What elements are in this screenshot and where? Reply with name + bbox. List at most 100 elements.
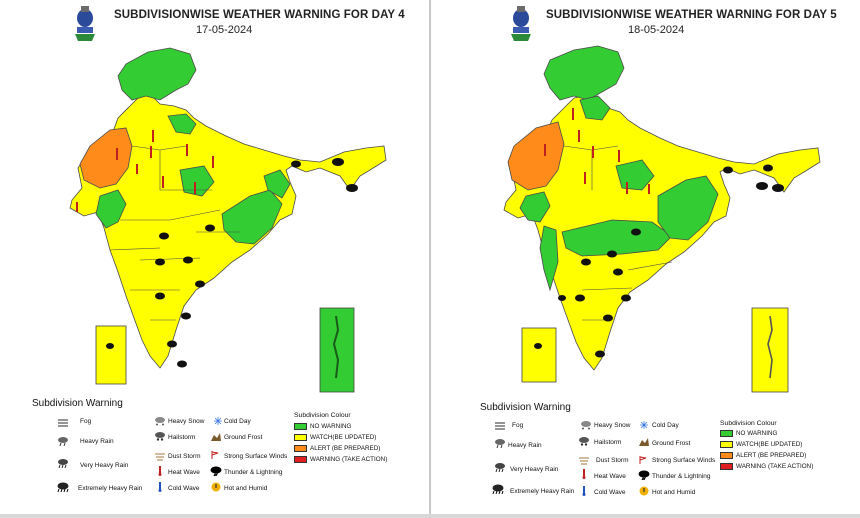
subdivision-colour-title: Subdivision Colour [720,420,777,427]
subdivision-up-east [615,159,655,191]
subdivision-central [561,219,673,257]
very-heavy-rain-icon [495,463,505,472]
very-heavy-rain-icon [58,459,68,468]
panel-divider [429,0,431,518]
subdivision-saurashtra [519,191,551,223]
swatch-no-warning [294,423,307,430]
swatch-alert [720,452,733,459]
subdivision-jk [117,47,197,101]
day4-panel: SUBDIVISIONWISE WEATHER WARNING FOR DAY … [0,0,428,514]
hot-humid-icon [211,482,221,492]
map-date: 17-05-2024 [196,24,253,36]
legend-hot-humid: Hot and Humid [224,485,268,492]
legend-title: Subdivision Warning [480,402,571,413]
legend-strong-surface-winds: Strong Surface Winds [224,453,288,460]
legend-title: Subdivision Warning [32,398,123,409]
legend-hailstorm: Hailstorm [594,439,622,446]
label-warning: WARNING (TAKE ACTION) [310,456,388,463]
legend-fog: Fog [80,418,92,425]
legend-heavy-snow: Heavy Snow [168,418,205,425]
day5-panel: SUBDIVISIONWISE WEATHER WARNING FOR DAY … [432,0,860,514]
subdivision-colour-title: Subdivision Colour [294,412,351,419]
dust-storm-icon [579,457,589,465]
subdivision-east-mp [179,165,215,197]
label-no-warning: NO WARNING [310,423,352,430]
thunder-lightning-icon [210,466,222,476]
legend-thunder-lightning: Thunder & Lightning [652,473,711,480]
hot-humid-icon [639,486,649,496]
legend-heavy-snow: Heavy Snow [594,422,631,429]
imd-emblem-icon [75,6,95,41]
ground-frost-icon [639,438,649,446]
label-watch: WATCH(BE UPDATED) [310,434,377,441]
india-warning-map [69,47,387,393]
legend-hailstorm: Hailstorm [168,434,196,441]
subdivision-odisha [221,189,283,245]
map-title: SUBDIVISIONWISE WEATHER WARNING FOR DAY … [114,9,405,21]
legend-ground-frost: Ground Frost [652,440,691,447]
strong-surface-winds-icon [639,456,647,464]
cold-day-icon [214,417,222,425]
fog-icon [495,422,505,430]
hailstorm-icon [155,432,165,441]
legend-thunder-lightning: Thunder & Lightning [224,469,283,476]
legend-heat-wave: Heat Wave [168,469,200,476]
legend-dust-storm: Dust Storm [168,453,201,460]
lakshadweep-inset [95,325,127,385]
legend-cold-wave: Cold Wave [168,485,200,492]
legend-heat-wave: Heat Wave [594,473,626,480]
subdivision-west-rajasthan [507,121,565,191]
label-watch: WATCH(BE UPDATED) [736,441,803,448]
hailstorm-icon [579,437,589,446]
cold-wave-icon [158,482,162,492]
legend-heavy-rain: Heavy Rain [508,442,542,449]
label-alert: ALERT (BE PREPARED) [310,445,381,452]
swatch-alert [294,445,307,452]
cold-day-icon [640,421,648,429]
heat-wave-icon [158,466,162,476]
legend-ground-frost: Ground Frost [224,434,263,441]
legend-fog: Fog [512,422,524,429]
heavy-snow-icon [581,421,591,430]
dust-storm-icon [155,453,165,461]
subdivision-konkan [539,225,559,292]
subdivision-west-rajasthan [79,127,133,189]
legend-cold-wave: Cold Wave [594,489,626,496]
extremely-heavy-rain-icon [57,482,69,492]
fog-icon [58,419,68,427]
legend-extremely-heavy-rain: Extremely Heavy Rain [510,488,575,495]
heavy-snow-icon [155,417,165,426]
subdivision-gangetic-wb [263,169,291,199]
swatch-no-warning [720,430,733,437]
subdivision-saurashtra [95,189,127,229]
label-no-warning: NO WARNING [736,430,778,437]
swatch-warning [294,456,307,463]
legend-heavy-rain: Heavy Rain [80,438,114,445]
swatch-watch [294,434,307,441]
heavy-rain-icon [58,437,68,446]
lakshadweep-inset [521,327,557,383]
legend-hot-humid: Hot and Humid [652,489,696,496]
thunder-lightning-icon [638,470,650,480]
label-warning: WARNING (TAKE ACTION) [736,463,814,470]
india-warning-map [503,45,821,393]
extremely-heavy-rain-icon [492,484,504,494]
ground-frost-icon [211,433,221,441]
heat-wave-icon [582,469,586,479]
cold-wave-icon [582,486,586,496]
map-date: 18-05-2024 [628,24,685,36]
subdivision-jk [543,45,625,101]
legend-cold-day: Cold Day [224,418,251,425]
label-alert: ALERT (BE PREPARED) [736,452,807,459]
strong-surface-winds-icon [211,451,219,459]
map-title: SUBDIVISIONWISE WEATHER WARNING FOR DAY … [546,9,837,21]
subdivision-himachal [579,95,611,121]
legend-extremely-heavy-rain: Extremely Heavy Rain [78,485,143,492]
legend-very-heavy-rain: Very Heavy Rain [80,462,129,469]
bottom-border [0,514,860,518]
subdivision-odisha [657,175,719,241]
legend-cold-day: Cold Day [652,422,679,429]
swatch-watch [720,441,733,448]
legend-dust-storm: Dust Storm [596,457,629,464]
subdivision-uttarakhand [167,113,197,135]
